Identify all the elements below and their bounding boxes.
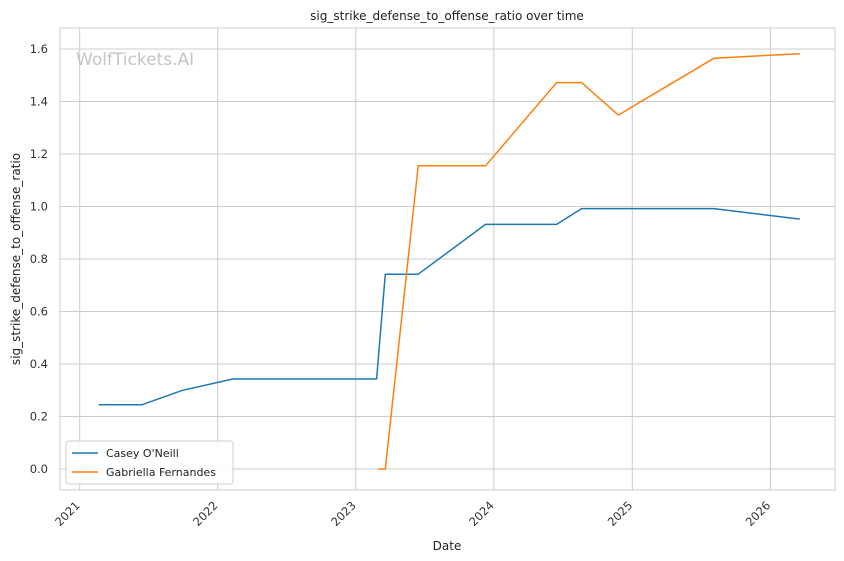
series-layer <box>98 52 800 470</box>
y-axis-ticks: 0.0 0.2 0.4 0.6 0.8 1.0 1.2 1.4 1.6 <box>30 42 48 476</box>
x-tick-label: 2023 <box>328 498 359 529</box>
legend-label-gabriella-fernandes: Gabriella Fernandes <box>106 466 216 479</box>
x-tick-label: 2026 <box>743 498 774 529</box>
y-axis-label: sig_strike_defense_to_offense_ratio <box>9 153 23 365</box>
chart-title: sig_strike_defense_to_offense_ratio over… <box>310 9 584 23</box>
x-axis-label: Date <box>433 539 462 553</box>
y-tick-label: 0.8 <box>30 252 48 266</box>
y-tick-label: 1.4 <box>30 95 48 109</box>
y-tick-label: 0.4 <box>30 357 48 371</box>
y-tick-label: 1.6 <box>30 42 48 56</box>
legend-box <box>65 440 234 485</box>
x-axis-ticks: 2021 2022 2023 2024 2025 2026 <box>52 498 773 529</box>
series-line-casey-o-neill <box>98 207 800 406</box>
x-tick-label: 2024 <box>466 498 497 529</box>
x-tick-label: 2021 <box>52 498 83 529</box>
y-tick-label: 0.2 <box>30 410 48 424</box>
legend-label-casey-oneill: Casey O'Neill <box>106 447 179 460</box>
x-tick-label: 2025 <box>605 498 636 529</box>
series-line-gabriella-fernandes <box>378 52 800 470</box>
y-tick-label: 1.0 <box>30 200 48 214</box>
y-tick-label: 0.6 <box>30 305 48 319</box>
y-tick-label: 0.0 <box>30 462 48 476</box>
y-tick-label: 1.2 <box>30 147 48 161</box>
x-tick-label: 2022 <box>190 498 221 529</box>
grid <box>60 28 835 490</box>
watermark-text: WolfTickets.AI <box>76 50 194 70</box>
legend: Casey O'Neill Gabriella Fernandes <box>65 440 234 485</box>
